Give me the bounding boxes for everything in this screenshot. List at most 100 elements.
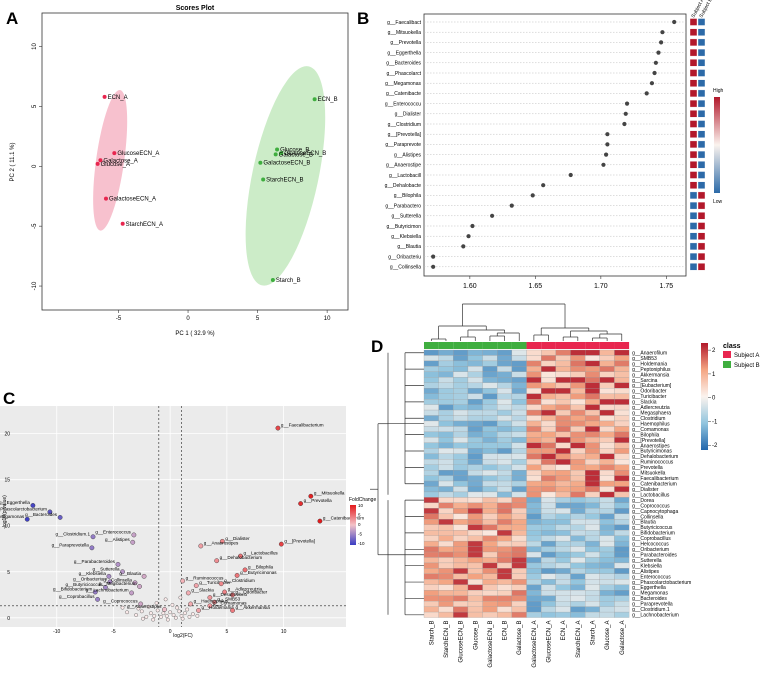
heatmap-cell <box>541 366 556 372</box>
heatmap-cell <box>526 584 542 591</box>
heatmap-cell <box>497 475 513 482</box>
heatmap-cell <box>614 360 630 367</box>
panel-d-heatmap: D g__Anaerofilumg__SMB53g__Holdemaniag__… <box>370 303 760 668</box>
volcano-point <box>152 614 157 618</box>
heatmap-cell <box>497 448 513 454</box>
heatmap-cell <box>497 491 513 498</box>
heatmap-cell <box>541 486 556 493</box>
heatmap-cell <box>482 393 498 400</box>
heatmap-cell <box>511 519 527 525</box>
heatmap-cell <box>467 404 483 411</box>
heatmap-cell <box>511 562 527 569</box>
heatmap-cell <box>555 568 571 574</box>
heatmap-cell <box>585 448 600 454</box>
heatmap-cell <box>467 426 483 433</box>
importance-taxon-label: g__Klebsiella <box>391 234 421 240</box>
scores-point-galactose-b <box>273 152 278 157</box>
volcano-point <box>190 612 195 617</box>
heatmap-cell <box>570 382 586 389</box>
volcano-point-g-holdemania <box>196 608 201 613</box>
heatmap-cell <box>541 551 556 558</box>
heatmap-row-label: g__Megamonas <box>632 591 668 597</box>
class-legend-swatch-b <box>723 361 731 368</box>
volcano-point <box>165 617 170 622</box>
heatmap-cell <box>599 546 615 553</box>
importance-box-subject-b <box>697 38 706 47</box>
volcano-label-g-smb53: g__SMB53 <box>217 597 240 602</box>
heatmap-cell <box>541 349 556 356</box>
heatmap-cell <box>555 590 571 596</box>
heatmap-cell <box>526 360 542 367</box>
importance-box-subject-a <box>689 263 698 271</box>
heatmap-cell <box>453 437 469 443</box>
importance-box-subject-b <box>697 99 706 108</box>
scores-point-label-galactoseecn-a: GalactoseECN_A <box>109 197 156 203</box>
heatmap-cell <box>555 535 571 542</box>
heatmap-cell <box>555 546 571 553</box>
heatmap-cell <box>438 535 454 542</box>
heatmap-row-label: g__Lachnobacterium <box>632 613 679 619</box>
heatmap-cell <box>423 540 439 547</box>
volcano-point <box>146 604 151 609</box>
importance-taxon-label: g__Phascolarct <box>387 71 422 77</box>
importance-box-subject-a <box>689 28 698 36</box>
heatmap-cell <box>585 426 600 433</box>
volcano-point-g-turicibacter <box>193 583 199 588</box>
heatmap-cell <box>570 360 586 367</box>
importance-box-subject-b <box>697 69 706 77</box>
heatmap-cell <box>585 590 600 596</box>
heatmap-cell <box>555 469 571 476</box>
heatmap-cell <box>585 437 600 443</box>
volcano-point <box>161 611 166 616</box>
heatmap-row-label: g__Paraprevotella <box>632 602 673 608</box>
volcano-point-g-parabacteroides <box>115 561 121 567</box>
importance-dot-g-parabactero <box>509 203 514 208</box>
volcano-x-tick-label: 0 <box>169 629 172 635</box>
heatmap-row-label: g__Butyricimonas <box>632 449 672 455</box>
importance-box-subject-b <box>697 242 706 251</box>
volcano-label-g-alistipes: g__Alistipes <box>105 537 130 542</box>
heatmap-cell <box>467 568 483 574</box>
heatmap-cell <box>555 497 571 504</box>
heatmap-cell <box>570 601 586 607</box>
heatmap-row-label: g__Dorea <box>632 498 654 504</box>
heatmap-cell <box>438 590 454 596</box>
panel-c-letter: C <box>3 389 15 408</box>
heatmap-cell <box>482 557 498 564</box>
volcano-point-g-odoribacter <box>230 592 235 598</box>
volcano-label-g-anaerostipes: g__Anaerostipes <box>204 540 239 545</box>
heatmap-cell <box>497 409 513 416</box>
heatmap-cell <box>526 502 542 509</box>
heatmap-cell <box>511 399 527 405</box>
heatmap-cell <box>599 399 615 405</box>
heatmap-cell <box>541 437 556 443</box>
heatmap-cell <box>453 448 469 454</box>
heatmap-cell <box>511 595 527 602</box>
heatmap-cell <box>541 524 556 531</box>
panel-b-letter: B <box>357 9 369 28</box>
heatmap-cell <box>511 426 527 433</box>
heatmap-class-cell-galactoseecn-a <box>526 342 542 349</box>
heatmap-cell <box>497 546 513 553</box>
heatmap-cell <box>526 611 542 618</box>
heatmap-cell <box>467 606 483 613</box>
heatmap-cell <box>467 611 483 618</box>
heatmap-cell <box>585 579 600 585</box>
heatmap-cell <box>438 497 454 504</box>
heatmap-cell <box>555 448 571 454</box>
heatmap-cell <box>570 530 586 536</box>
heatmap-cell <box>526 349 542 356</box>
heatmap-row-label: g__Akkermansia <box>632 372 669 378</box>
heatmap-cell <box>541 513 556 520</box>
heatmap-row-label: g__Prevotella <box>632 465 663 471</box>
heatmap-cell <box>585 393 600 400</box>
volcano-x-tick-label: 5 <box>225 629 228 635</box>
heatmap-cell <box>541 519 556 525</box>
heatmap-cell <box>614 513 630 520</box>
heatmap-cell <box>570 349 586 356</box>
volcano-point-g-megamonas <box>24 516 30 522</box>
heatmap-cell <box>438 502 454 509</box>
heatmap-cell <box>541 453 556 460</box>
volcano-point-g-desulfovibrio <box>207 595 213 600</box>
heatmap-cell <box>423 393 439 400</box>
